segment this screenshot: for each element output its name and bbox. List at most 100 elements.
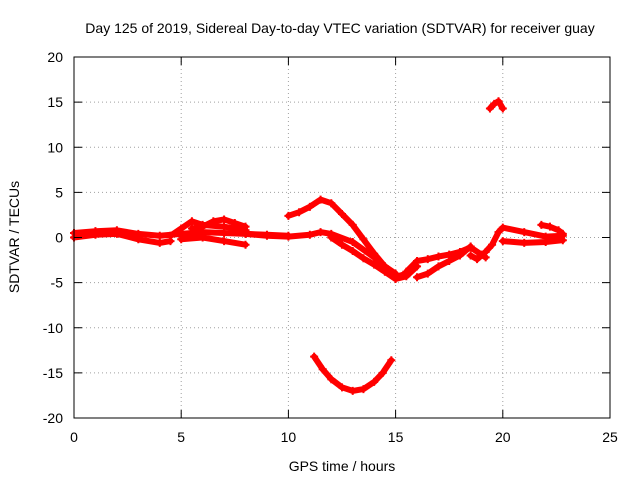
x-axis-ticks: 0 5 10 15 20 25 [70, 57, 618, 445]
data-point [187, 217, 196, 226]
data-point [295, 208, 304, 217]
data-point [537, 220, 546, 229]
data-point [241, 222, 250, 231]
data-point [473, 255, 482, 264]
y-tick-label: 0 [55, 230, 63, 246]
data-point [494, 97, 503, 106]
data-point [166, 231, 175, 240]
series-track-2 [70, 229, 175, 247]
series-line-track-14 [538, 221, 566, 237]
x-tick-label: 0 [70, 429, 78, 445]
data-point [359, 254, 368, 263]
data-point [520, 228, 529, 237]
data-point [494, 228, 503, 237]
data-point [284, 211, 293, 220]
chart-title: Day 125 of 2019, Sidereal Day-to-day VTE… [85, 20, 594, 36]
data-point [155, 231, 164, 240]
data-point [338, 210, 346, 219]
series-line-track-5 [178, 234, 249, 248]
data-point [155, 238, 164, 247]
y-tick-label: 15 [47, 94, 63, 110]
series-track-5 [177, 233, 250, 249]
y-tick-label: -15 [43, 365, 63, 381]
series-track-9 [310, 352, 396, 395]
data-point [370, 249, 379, 258]
data-point [348, 386, 357, 395]
y-tick-label: -5 [51, 275, 64, 291]
y-axis-ticks: -20 -15 -10 -5 0 5 10 15 20 [43, 49, 610, 426]
data-point [481, 247, 490, 256]
data-point [485, 104, 494, 113]
data-point [316, 195, 325, 204]
data-point [423, 255, 432, 264]
data-point [391, 275, 400, 284]
data-point [338, 240, 346, 249]
data-point [490, 99, 499, 108]
y-axis-label: SDTVAR / TECUs [6, 181, 22, 293]
x-axis-label: GPS time / hours [289, 458, 396, 474]
data-point [220, 215, 229, 224]
y-tick-label: 20 [47, 49, 63, 65]
data-point [558, 229, 567, 238]
data-point [413, 256, 422, 265]
data-point [402, 267, 411, 276]
series-track-11 [413, 242, 475, 282]
x-tick-label: 25 [602, 429, 618, 445]
data-point [134, 235, 143, 244]
data-point [359, 235, 368, 244]
series-line-track-15 [486, 98, 506, 112]
data-point [327, 375, 336, 384]
y-tick-label: 10 [47, 139, 63, 155]
y-tick-label: 5 [55, 184, 63, 200]
data-point [348, 247, 357, 256]
data-point [378, 368, 387, 377]
data-point [348, 220, 357, 229]
data-point [541, 238, 550, 247]
data-point [198, 233, 207, 242]
x-tick-label: 20 [495, 429, 511, 445]
series-track-14 [537, 220, 567, 238]
data-point [488, 240, 497, 249]
data-point [445, 256, 454, 265]
data-point [413, 273, 422, 282]
data-point [498, 237, 507, 246]
data-point [327, 233, 336, 242]
data-point [370, 260, 379, 269]
data-point [91, 230, 100, 239]
data-point [241, 229, 250, 238]
data-point [220, 237, 229, 246]
data-point [380, 267, 389, 276]
data-point [554, 226, 563, 235]
data-point [284, 232, 293, 241]
data-point [327, 199, 336, 208]
data-point [241, 240, 250, 249]
data-point [177, 224, 186, 233]
data-point [318, 365, 327, 374]
data-point [198, 222, 207, 231]
data-point [305, 202, 314, 211]
data-point [498, 223, 507, 232]
data-point [423, 269, 432, 278]
data-point [434, 252, 443, 261]
data-point [112, 229, 121, 238]
data-point [466, 251, 475, 260]
data-point [262, 231, 271, 240]
data-point [310, 352, 319, 361]
data-point [434, 262, 443, 271]
data-point [387, 356, 396, 365]
x-tick-label: 5 [177, 429, 185, 445]
data-point [316, 228, 325, 237]
data-point [187, 224, 196, 233]
data-point [545, 222, 554, 231]
data-point [338, 383, 346, 392]
data-point [498, 104, 507, 113]
data-point [230, 219, 239, 228]
data-point [466, 242, 475, 251]
series-track-3 [166, 217, 250, 240]
data-point [359, 385, 368, 394]
y-tick-label: -10 [43, 320, 63, 336]
x-tick-label: 10 [281, 429, 297, 445]
data-point [177, 235, 186, 244]
data-point [348, 238, 357, 247]
plot-series [70, 97, 567, 395]
